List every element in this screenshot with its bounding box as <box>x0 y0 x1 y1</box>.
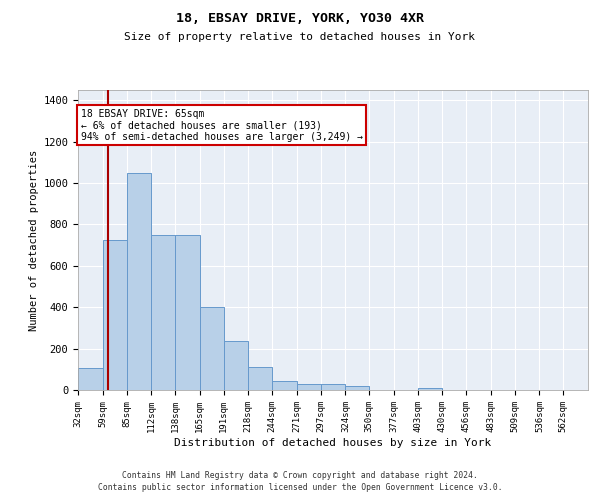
Bar <box>248 367 272 390</box>
Text: Contains HM Land Registry data © Crown copyright and database right 2024.: Contains HM Land Registry data © Crown c… <box>122 471 478 480</box>
Bar <box>127 173 151 390</box>
Bar <box>151 235 175 390</box>
Bar <box>200 307 224 390</box>
Bar <box>78 368 103 390</box>
Y-axis label: Number of detached properties: Number of detached properties <box>29 150 39 330</box>
Bar <box>418 388 442 390</box>
Bar <box>346 386 369 390</box>
Bar <box>175 235 200 390</box>
X-axis label: Distribution of detached houses by size in York: Distribution of detached houses by size … <box>175 438 491 448</box>
Text: Contains public sector information licensed under the Open Government Licence v3: Contains public sector information licen… <box>98 484 502 492</box>
Text: Size of property relative to detached houses in York: Size of property relative to detached ho… <box>125 32 476 42</box>
Bar <box>224 342 248 390</box>
Bar <box>297 384 320 390</box>
Text: 18 EBSAY DRIVE: 65sqm
← 6% of detached houses are smaller (193)
94% of semi-deta: 18 EBSAY DRIVE: 65sqm ← 6% of detached h… <box>81 108 363 142</box>
Text: 18, EBSAY DRIVE, YORK, YO30 4XR: 18, EBSAY DRIVE, YORK, YO30 4XR <box>176 12 424 26</box>
Bar <box>103 240 127 390</box>
Bar <box>320 384 346 390</box>
Bar <box>272 382 297 390</box>
